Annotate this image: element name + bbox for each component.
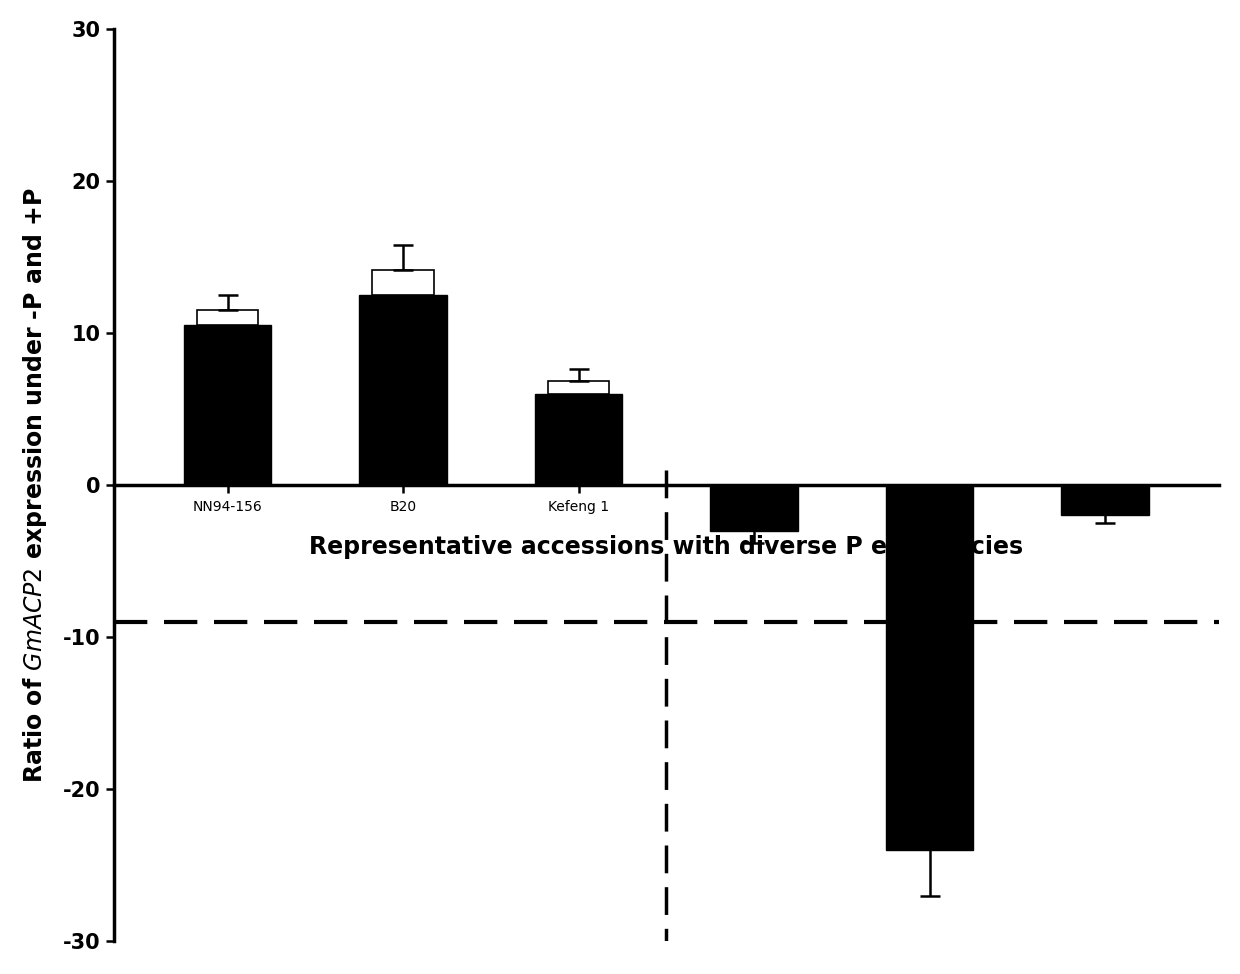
Bar (711, 485, 799, 531)
Bar (548, 381, 609, 393)
Bar (885, 485, 973, 850)
Bar (197, 311, 258, 325)
Bar (184, 325, 272, 485)
Bar (360, 295, 446, 485)
Bar (372, 270, 434, 295)
X-axis label: Representative accessions with diverse P efficiencies: Representative accessions with diverse P… (309, 535, 1023, 559)
Y-axis label: Ratio of $\mathit{GmACP2}$ expression under -P and +P: Ratio of $\mathit{GmACP2}$ expression un… (21, 187, 48, 783)
Bar (1061, 485, 1149, 515)
Bar (534, 393, 622, 485)
